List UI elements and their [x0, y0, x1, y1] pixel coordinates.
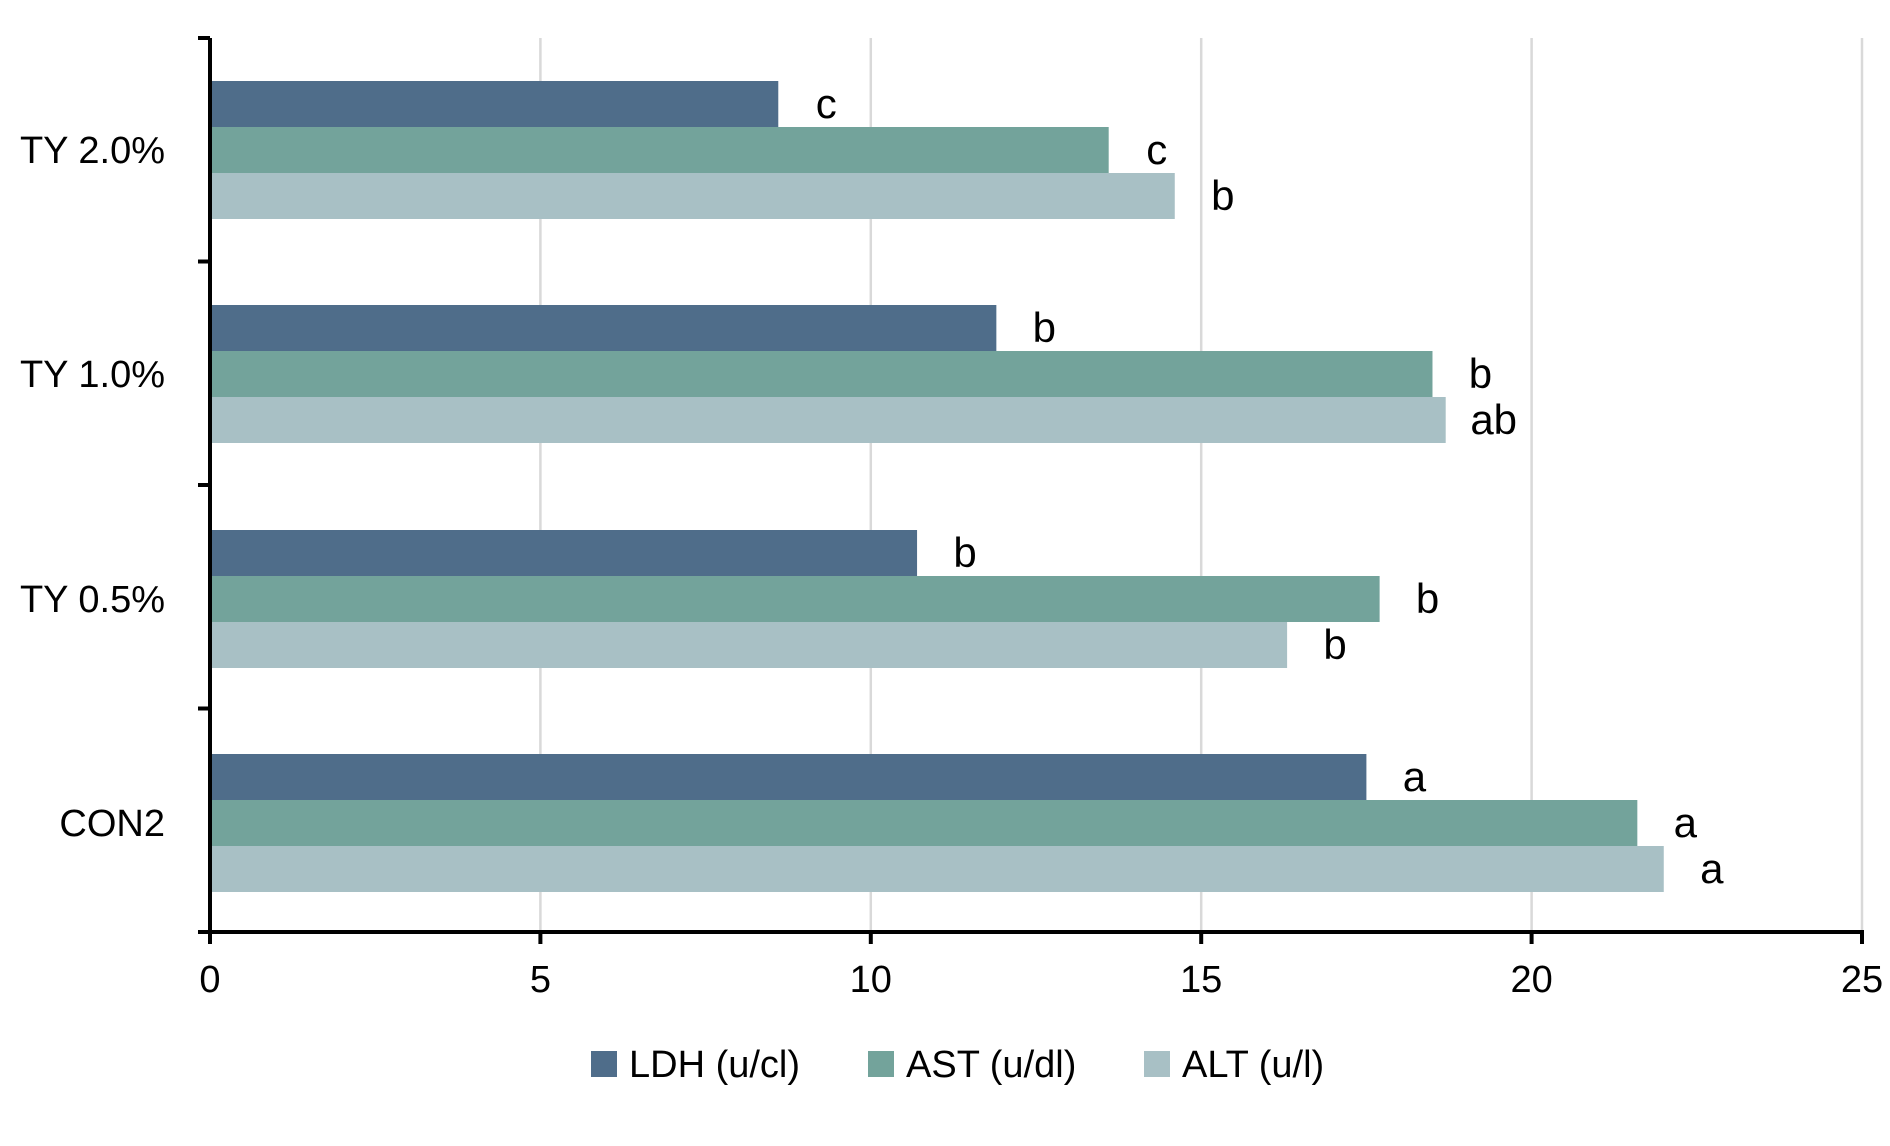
- legend-swatch: [1144, 1051, 1170, 1077]
- significance-label: b: [1033, 304, 1056, 351]
- axes: [198, 36, 1864, 944]
- bar-1-3: [210, 800, 1638, 846]
- significance-label: b: [1469, 350, 1492, 397]
- legend-swatch: [591, 1051, 617, 1077]
- bar-1-0: [210, 127, 1109, 173]
- significance-label: a: [1403, 753, 1427, 800]
- bar-0-2: [210, 530, 918, 576]
- significance-label: a: [1700, 845, 1724, 892]
- significance-label: b: [1323, 621, 1346, 668]
- legend: LDH (u/cl) AST (u/dl) ALT (u/l): [591, 1044, 1324, 1086]
- bar-0-1: [210, 305, 997, 351]
- significance-label: ab: [1470, 396, 1517, 443]
- significance-label: c: [1146, 126, 1167, 173]
- x-tick-label: 0: [199, 959, 220, 1001]
- x-tick-label: 15: [1180, 959, 1222, 1001]
- legend-label: LDH (u/cl): [629, 1044, 800, 1086]
- category-label: TY 2.0%: [20, 130, 165, 172]
- x-tick-label: 25: [1841, 959, 1883, 1001]
- category-label: TY 1.0%: [20, 354, 165, 396]
- bar-1-1: [210, 351, 1433, 397]
- x-tick-label: 5: [530, 959, 551, 1001]
- bar-0-0: [210, 81, 779, 127]
- bar-1-2: [210, 576, 1380, 622]
- bars: [210, 81, 1664, 892]
- bar-2-0: [210, 173, 1175, 219]
- significance-label: c: [816, 80, 837, 127]
- legend-label: ALT (u/l): [1182, 1044, 1324, 1086]
- x-tick-label: 20: [1510, 959, 1552, 1001]
- bar-2-1: [210, 397, 1446, 443]
- legend-swatch: [868, 1051, 894, 1077]
- x-tick-label: 10: [850, 959, 892, 1001]
- legend-label: AST (u/dl): [906, 1044, 1076, 1086]
- bar-0-3: [210, 754, 1367, 800]
- category-label: TY 0.5%: [20, 579, 165, 621]
- significance-label: b: [953, 529, 976, 576]
- bar-2-2: [210, 622, 1288, 668]
- significance-label: b: [1211, 172, 1234, 219]
- bar-2-3: [210, 846, 1664, 892]
- significance-label: b: [1416, 575, 1439, 622]
- category-label: CON2: [59, 803, 165, 845]
- significance-label: a: [1674, 799, 1698, 846]
